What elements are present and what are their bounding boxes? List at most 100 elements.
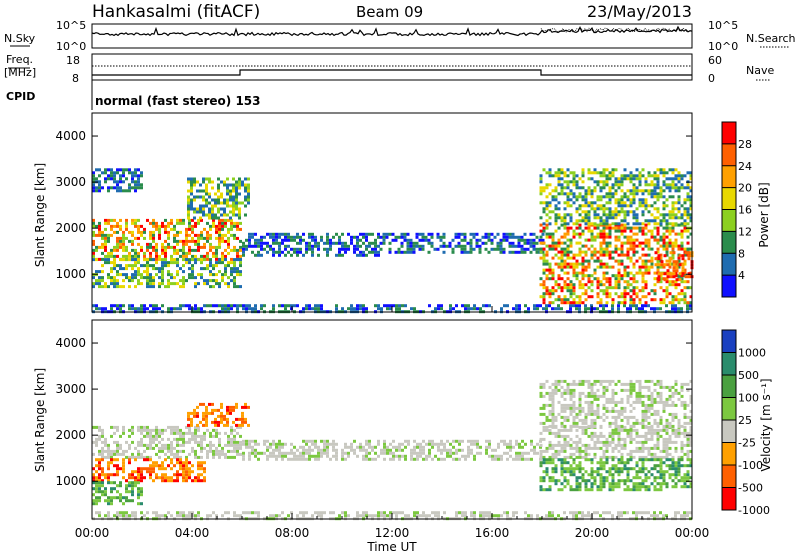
velocity-echo-cell <box>626 397 630 401</box>
velocity-echo-cell <box>428 439 431 443</box>
power-echo-cell <box>590 222 594 226</box>
power-echo-cell <box>614 259 618 263</box>
power-echo-cell <box>681 272 685 276</box>
velocity-echo-cell <box>650 446 654 450</box>
power-echo-cell <box>617 277 621 281</box>
power-echo-cell <box>278 235 281 239</box>
power-echo-cell <box>657 254 661 258</box>
velocity-echo-cell <box>683 485 687 489</box>
power-echo-cell <box>641 222 645 226</box>
velocity-echo-cell <box>232 420 235 424</box>
velocity-echo-cell <box>641 434 645 438</box>
power-echo-cell <box>247 201 250 205</box>
power-echo-cell <box>200 245 203 249</box>
velocity-echo-cell <box>620 397 624 401</box>
velocity-echo-cell <box>605 446 609 450</box>
power-echo-cell <box>182 279 185 283</box>
velocity-echo-cell <box>320 439 323 443</box>
power-echo-cell <box>185 233 188 237</box>
power-echo-cell <box>185 239 188 243</box>
velocity-echo-cell <box>533 451 536 455</box>
power-echo-cell <box>584 289 588 293</box>
power-echo-cell <box>200 276 203 280</box>
velocity-echo-cell <box>323 439 326 443</box>
power-echo-cell <box>686 307 689 311</box>
velocity-echo-cell <box>254 454 257 458</box>
power-echo-cell <box>650 204 654 208</box>
velocity-echo-cell <box>659 476 663 480</box>
power-echo-cell <box>430 232 434 236</box>
power-echo-cell <box>620 232 624 236</box>
power-echo-cell <box>481 235 485 239</box>
velocity-echo-cell <box>164 443 167 447</box>
velocity-echo-cell <box>107 473 110 477</box>
power-echo-cell <box>578 241 582 245</box>
velocity-echo-cell <box>311 442 314 446</box>
velocity-echo-cell <box>509 448 512 452</box>
power-echo-cell <box>566 277 570 281</box>
power-echo-cell <box>551 301 555 305</box>
power-echo-cell <box>217 186 220 190</box>
power-echo-cell <box>629 210 633 214</box>
power-echo-cell <box>532 241 536 245</box>
velocity-echo-cell <box>626 458 630 462</box>
power-echo-cell <box>217 210 220 214</box>
velocity-echo-cell <box>185 425 188 429</box>
velocity-echo-cell <box>584 431 588 435</box>
velocity-echo-cell <box>113 473 116 477</box>
power-echo-cell <box>464 307 467 311</box>
power-echo-cell <box>137 183 140 187</box>
velocity-echo-cell <box>269 442 272 446</box>
power-echo-cell <box>164 285 167 289</box>
power-echo-cell <box>545 204 549 208</box>
power-echo-cell <box>671 195 675 199</box>
power-echo-cell <box>119 186 122 190</box>
velocity-echo-cell <box>164 479 167 483</box>
velocity-echo-cell <box>545 403 549 407</box>
power-echo-cell <box>672 269 676 273</box>
velocity-echo-cell <box>143 467 146 471</box>
power-echo-cell <box>275 235 278 239</box>
velocity-echo-cell <box>152 440 155 444</box>
velocity-echo-cell <box>575 485 579 489</box>
power-echo-cell <box>674 271 678 275</box>
velocity-echo-cell <box>140 431 143 435</box>
power-echo-cell <box>587 286 591 290</box>
power-echo-cell <box>215 273 218 277</box>
velocity-echo-cell <box>202 423 205 427</box>
power-echo-cell <box>644 223 648 227</box>
power-echo-cell <box>245 238 248 242</box>
velocity-echo-cell <box>110 449 113 453</box>
velocity-echo-cell <box>611 379 615 383</box>
power-echo-cell <box>605 222 609 226</box>
velocity-echo-cell <box>557 400 561 404</box>
power-echo-cell <box>529 241 533 245</box>
velocity-echo-cell <box>131 440 134 444</box>
power-echo-cell <box>551 247 555 251</box>
power-echo-cell <box>500 307 503 311</box>
power-echo-cell <box>560 253 564 257</box>
power-echo-cell <box>620 274 624 278</box>
velocity-echo-cell <box>677 428 681 432</box>
power-echo-cell <box>101 230 104 234</box>
power-echo-cell <box>233 258 236 262</box>
power-echo-cell <box>617 307 620 311</box>
power-echo-cell <box>539 216 543 220</box>
power-echo-cell <box>675 278 679 282</box>
velocity-echo-cell <box>202 411 205 415</box>
velocity-echo-cell <box>368 445 371 449</box>
power-echo-cell <box>190 198 193 202</box>
power-echo-cell <box>680 232 684 236</box>
power-echo-cell <box>578 271 582 275</box>
power-echo-cell <box>224 233 227 237</box>
power-echo-cell <box>203 227 206 231</box>
power-echo-cell <box>539 283 543 287</box>
velocity-echo-cell <box>302 445 305 449</box>
velocity-echo-cell <box>617 470 621 474</box>
power-echo-cell <box>326 253 329 257</box>
power-echo-cell <box>200 236 203 240</box>
power-echo-cell <box>104 282 107 286</box>
velocity-echo-cell <box>164 467 167 471</box>
power-echo-cell <box>278 247 281 251</box>
power-echo-cell <box>176 218 179 222</box>
